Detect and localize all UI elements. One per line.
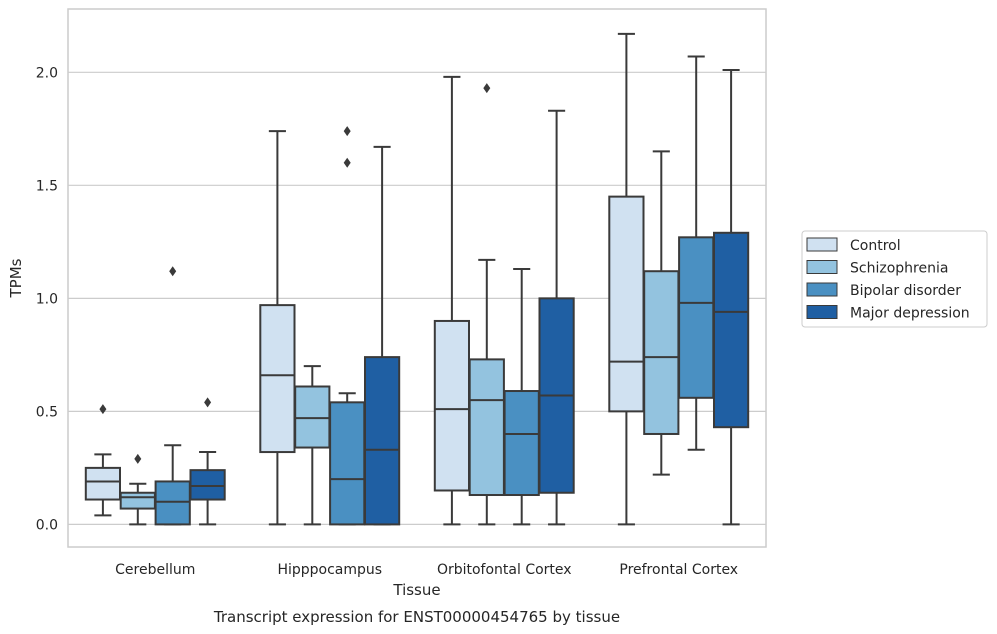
box-schizophrenia <box>643 150 680 476</box>
legend-swatch <box>806 260 838 274</box>
outlier-point <box>169 266 177 277</box>
box-iqr <box>468 358 505 497</box>
box-control <box>433 75 471 526</box>
box-major-depression <box>363 145 401 526</box>
x-axis-label: Tissue <box>392 581 440 599</box>
box-iqr <box>154 480 191 526</box>
plot-frame <box>67 8 767 548</box>
x-tick-label: Cerebellum <box>115 562 195 578</box>
box-iqr <box>712 231 750 429</box>
legend-label: Schizophrenia <box>850 261 948 277</box>
box-bipolar-disorder <box>154 266 191 526</box>
box-schizophrenia <box>468 83 505 526</box>
outlier-point <box>99 404 107 415</box>
box-iqr <box>84 466 122 501</box>
box-iqr <box>294 385 331 449</box>
box-schizophrenia <box>294 365 331 526</box>
y-tick-label: 0.0 <box>36 517 58 533</box>
box-iqr <box>363 356 401 526</box>
box-iqr <box>503 390 540 497</box>
box-iqr <box>678 236 715 399</box>
box-plot-boxes <box>84 32 750 526</box>
box-iqr <box>608 195 645 413</box>
box-iqr <box>643 270 680 435</box>
y-tick-labels: 0.0 0.5 1.0 1.5 2.0 <box>36 65 58 533</box>
outlier-point <box>204 397 212 408</box>
legend: Control Schizophrenia Bipolar disorder Majo… <box>801 230 988 328</box>
box-schizophrenia <box>119 453 156 526</box>
chart-title: Transcript expression for ENST0000045476… <box>213 608 620 626</box>
legend-frame <box>801 230 988 328</box>
legend-label: Control <box>850 238 901 254</box>
box-bipolar-disorder <box>329 126 366 526</box>
outlier-point <box>343 126 351 137</box>
box-iqr <box>259 304 296 454</box>
box-control <box>259 130 296 526</box>
y-tick-label: 0.5 <box>36 404 58 420</box>
y-tick-label: 1.0 <box>36 291 58 307</box>
x-tick-label: Orbitofontal Cortex <box>437 562 572 578</box>
outlier-point <box>134 453 142 464</box>
outlier-point <box>343 157 351 168</box>
box-control <box>608 32 645 526</box>
legend-swatch <box>806 282 838 297</box>
x-tick-label: Prefrontal Cortex <box>619 562 738 578</box>
y-axis-label: TPMs <box>7 258 25 298</box>
legend-label: Bipolar disorder <box>850 283 961 299</box>
legend-swatch <box>806 305 838 319</box>
box-major-depression <box>712 69 750 526</box>
box-bipolar-disorder <box>678 55 715 451</box>
y-tick-label: 2.0 <box>36 65 58 81</box>
x-tick-labels: Cerebellum Hipppocampus Orbitofontal Corte… <box>115 562 738 578</box>
legend-label: Major depression <box>850 306 970 322</box>
box-iqr <box>189 469 226 501</box>
box-major-depression <box>189 397 226 526</box>
outlier-point <box>483 83 491 94</box>
legend-swatch <box>806 237 838 252</box>
box-major-depression <box>538 109 575 526</box>
box-control <box>84 404 122 517</box>
box-iqr <box>329 401 366 526</box>
box-bipolar-disorder <box>503 267 540 526</box>
box-iqr <box>119 491 156 510</box>
box-iqr <box>433 319 471 492</box>
x-tick-label: Hipppocampus <box>277 562 382 578</box>
y-tick-label: 1.5 <box>36 178 58 194</box>
